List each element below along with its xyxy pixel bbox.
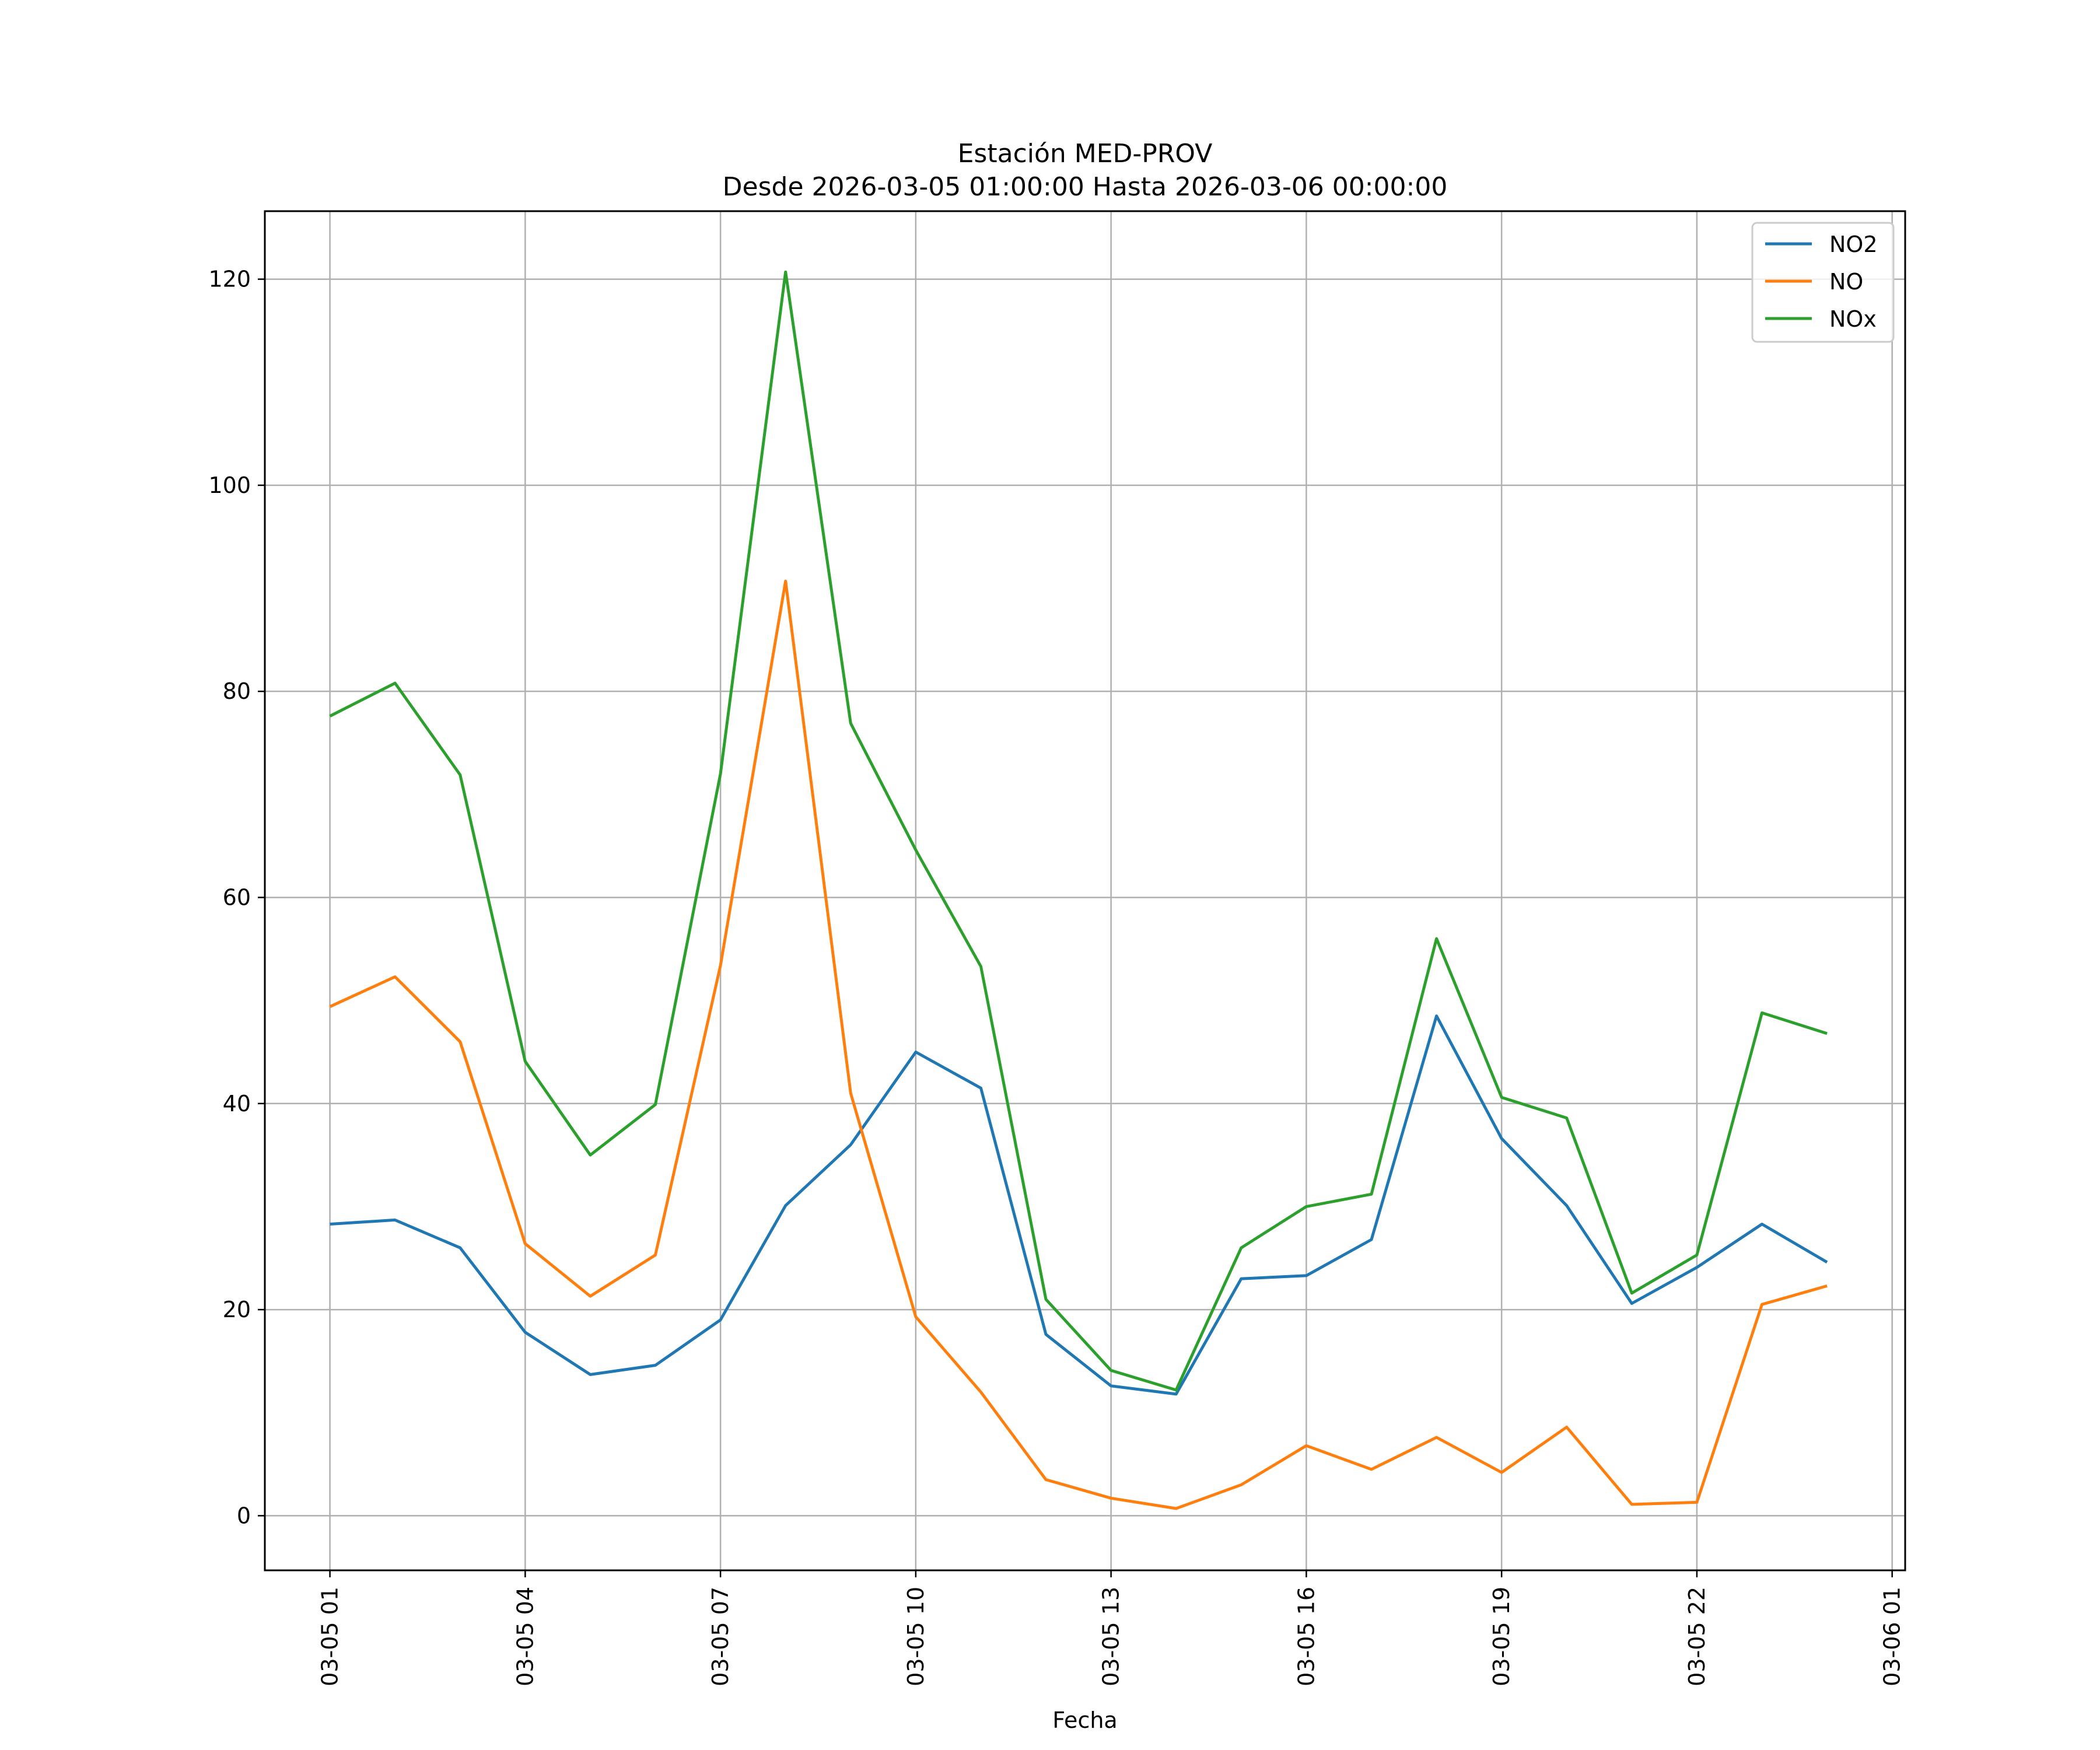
x-tick-label: 03-05 07: [708, 1587, 733, 1686]
x-tick-label: 03-05 13: [1098, 1587, 1124, 1686]
y-tick-label: 80: [223, 678, 251, 704]
ticks: 0 20 40 60 80 100 120 03-05 01 03-05 04 03-05 07 0…: [208, 267, 1905, 1686]
y-tick-label: 0: [237, 1503, 251, 1528]
axes-frame: [264, 210, 1906, 1572]
series-lines: [329, 270, 1828, 1510]
legend-label-no: NO: [1829, 269, 1863, 295]
x-tick-label: 03-05 10: [903, 1587, 929, 1686]
y-tick-label: 100: [208, 473, 251, 498]
chart-subtitle: Desde 2026-03-05 01:00:00 Hasta 2026-03-…: [723, 172, 1448, 202]
grid: [265, 211, 1905, 1570]
legend: NO2 NO NOx: [1751, 222, 1895, 343]
x-axis-label: Fecha: [1052, 1707, 1117, 1733]
legend-label-nox: NOx: [1829, 306, 1877, 332]
series-line-nox: [329, 270, 1828, 1392]
x-tick-label: 03-06 01: [1880, 1587, 1905, 1686]
y-tick-label: 20: [223, 1297, 251, 1322]
y-tick-label: 120: [208, 267, 251, 292]
x-tick-label: 03-05 19: [1489, 1587, 1514, 1686]
chart-title: Estación MED-PROV: [958, 139, 1213, 169]
series-line-no2: [330, 1014, 1828, 1396]
x-tick-label: 03-05 22: [1684, 1587, 1710, 1686]
y-tick-label: 60: [223, 884, 251, 910]
legend-box: [1751, 222, 1895, 343]
x-tick-label: 03-05 04: [512, 1587, 538, 1686]
series-line-no: [329, 579, 1828, 1510]
y-tick-label: 40: [223, 1091, 251, 1116]
x-tick-label: 03-05 01: [317, 1587, 343, 1686]
x-tick-label: 03-05 16: [1293, 1587, 1319, 1686]
legend-label-no2: NO2: [1829, 232, 1878, 257]
